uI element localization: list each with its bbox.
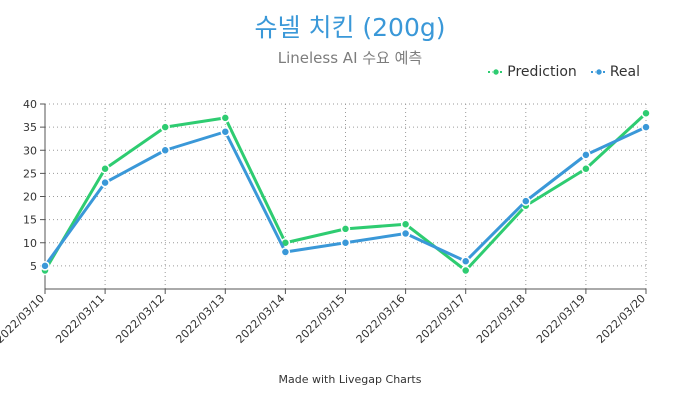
data-point-prediction[interactable] <box>340 224 351 234</box>
series-layer <box>40 108 651 276</box>
data-point-prediction[interactable] <box>160 122 170 132</box>
data-point-real[interactable] <box>400 228 411 239</box>
axes <box>40 103 647 294</box>
y-tick-label: 30 <box>23 144 37 157</box>
y-tick-label: 20 <box>23 191 37 204</box>
data-point-real[interactable] <box>160 145 170 155</box>
data-point-prediction[interactable] <box>581 164 591 174</box>
y-tick-label: 5 <box>30 260 37 273</box>
grid <box>45 103 647 289</box>
x-tick-label: 2022/03/20 <box>594 292 648 346</box>
legend-marker-prediction <box>488 68 505 76</box>
tick-labels: 2022/03/10 2022/03/11 2022/03/12 2022/03/13… <box>0 98 648 346</box>
data-point-real[interactable] <box>40 261 50 271</box>
data-point-real[interactable] <box>521 196 531 206</box>
data-point-prediction[interactable] <box>220 113 231 123</box>
data-point-prediction[interactable] <box>400 219 411 229</box>
legend-item-real[interactable]: Real <box>590 64 640 80</box>
legend-label-prediction: Prediction <box>507 64 577 80</box>
data-point-prediction[interactable] <box>641 108 651 118</box>
x-tick-label: 2022/03/17 <box>414 292 468 346</box>
x-tick-label: 2022/03/13 <box>173 292 227 346</box>
legend-marker-real <box>590 68 607 76</box>
y-tick-label: 40 <box>23 98 37 111</box>
data-point-prediction[interactable] <box>460 265 471 276</box>
y-tick-label: 10 <box>23 237 37 250</box>
chart-subtitle: Lineless AI 수요 예측 <box>277 49 423 67</box>
data-point-real[interactable] <box>460 256 471 266</box>
y-tick-label: 15 <box>23 214 37 227</box>
legend-item-prediction[interactable]: Prediction <box>488 64 577 80</box>
data-point-real[interactable] <box>100 177 110 188</box>
x-tick-label: 2022/03/19 <box>534 292 588 346</box>
data-point-real[interactable] <box>280 247 291 257</box>
data-point-real[interactable] <box>340 238 351 248</box>
x-tick-label: 2022/03/15 <box>294 292 348 346</box>
x-tick-label: 2022/03/11 <box>53 292 107 346</box>
y-tick-label: 35 <box>23 121 37 134</box>
data-point-real[interactable] <box>641 122 651 132</box>
x-tick-label: 2022/03/12 <box>113 292 167 346</box>
data-point-real[interactable] <box>220 127 231 137</box>
footer-credit: Made with Livegap Charts <box>278 373 422 386</box>
legend: Prediction Real <box>488 64 640 80</box>
x-tick-label: 2022/03/10 <box>0 292 47 346</box>
legend-label-real: Real <box>609 64 640 80</box>
y-tick-label: 25 <box>23 167 37 180</box>
x-tick-label: 2022/03/18 <box>474 292 528 346</box>
data-point-real[interactable] <box>581 150 591 160</box>
x-tick-label: 2022/03/14 <box>233 292 287 346</box>
data-point-prediction[interactable] <box>100 164 110 174</box>
x-tick-label: 2022/03/16 <box>354 292 408 346</box>
chart-title: 슈넬 치킨 (200g) <box>254 13 446 42</box>
